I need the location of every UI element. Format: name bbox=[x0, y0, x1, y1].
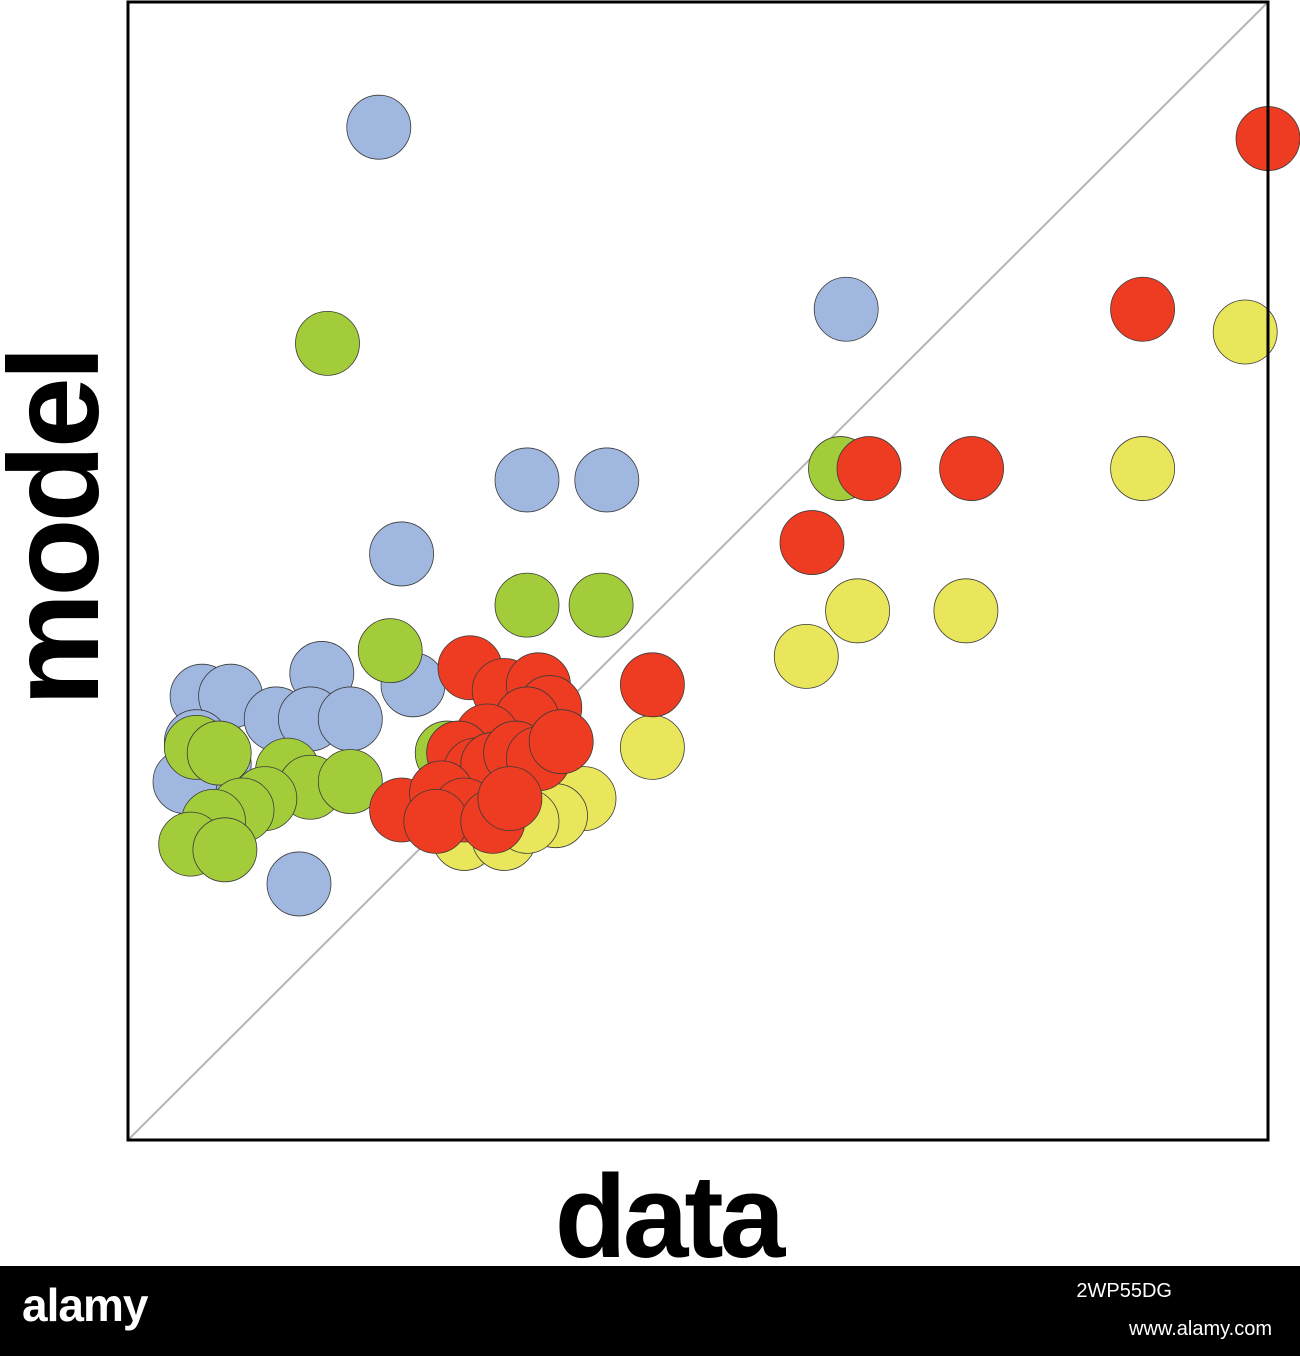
data-point bbox=[369, 521, 435, 587]
watermark-bar: alamy 2WP55DG www.alamy.com bbox=[0, 1266, 1300, 1356]
data-point bbox=[836, 436, 902, 501]
watermark-url: www.alamy.com bbox=[1129, 1318, 1272, 1340]
data-point bbox=[620, 714, 685, 780]
watermark-logo: alamy bbox=[22, 1279, 148, 1331]
data-point bbox=[1110, 276, 1175, 342]
y-axis-label: model bbox=[0, 349, 126, 707]
scatter-chart bbox=[126, 0, 1300, 1142]
data-point bbox=[939, 436, 1004, 501]
data-point bbox=[192, 817, 258, 883]
watermark-image-id: 2WP55DG bbox=[1076, 1280, 1172, 1302]
data-point bbox=[1212, 299, 1278, 365]
data-point bbox=[528, 709, 594, 775]
x-axis-label: data bbox=[554, 1151, 786, 1283]
data-point bbox=[773, 623, 839, 689]
identity-line bbox=[127, 1, 1269, 1141]
data-point bbox=[494, 447, 560, 513]
series-3 bbox=[431, 299, 1278, 871]
data-point bbox=[779, 510, 845, 575]
data-point bbox=[1110, 436, 1175, 501]
data-point bbox=[494, 572, 560, 638]
data-point bbox=[568, 572, 634, 638]
data-point bbox=[620, 652, 685, 718]
data-point bbox=[186, 720, 252, 786]
data-point bbox=[295, 310, 360, 376]
data-point bbox=[933, 578, 999, 644]
plot-frame bbox=[126, 0, 1270, 1142]
data-point bbox=[813, 276, 879, 342]
data-point bbox=[317, 686, 383, 752]
data-point bbox=[346, 94, 412, 160]
series-1 bbox=[152, 94, 879, 917]
data-point bbox=[574, 447, 640, 513]
plot-area bbox=[126, 0, 1300, 1142]
data-point bbox=[266, 851, 332, 917]
data-point bbox=[477, 766, 543, 831]
data-point bbox=[825, 578, 890, 644]
data-point bbox=[357, 618, 423, 684]
data-point bbox=[403, 788, 469, 854]
data-point bbox=[317, 749, 383, 814]
series-4 bbox=[369, 106, 1300, 854]
